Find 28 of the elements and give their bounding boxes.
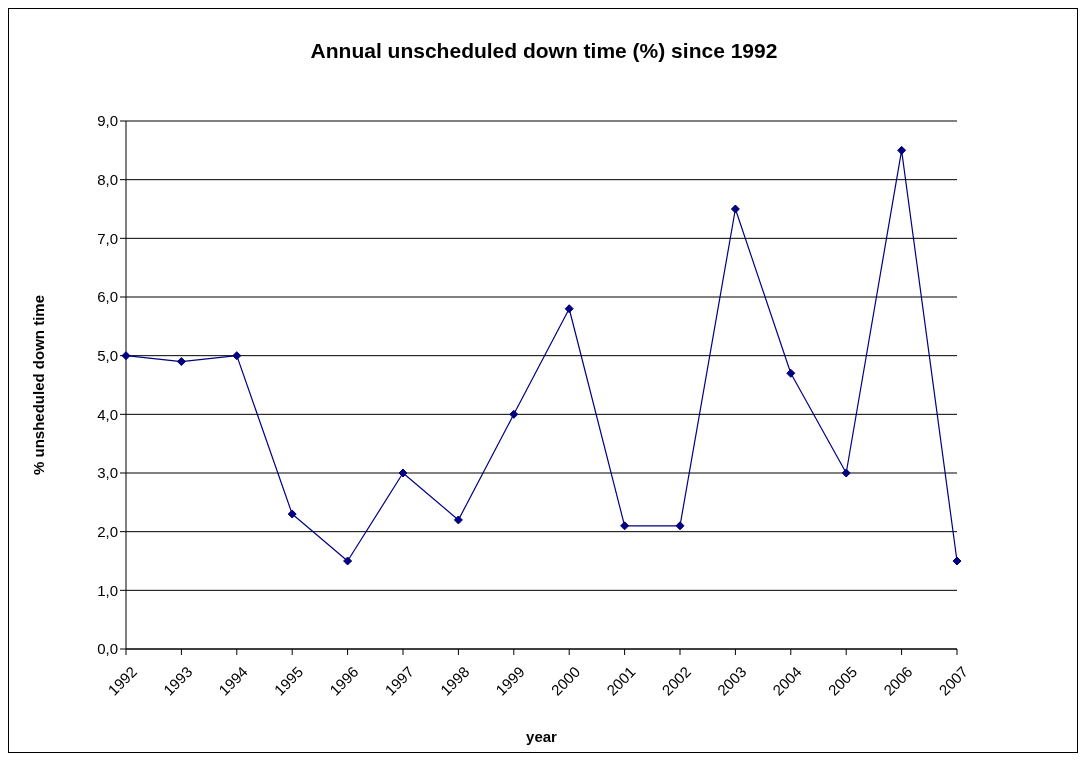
point xyxy=(453,515,463,525)
point xyxy=(564,304,574,314)
y-axis-title: % unsheduled down time xyxy=(30,294,48,476)
point xyxy=(675,521,685,531)
point xyxy=(897,145,907,155)
y-tick-label: 0,0 xyxy=(97,640,118,658)
point xyxy=(287,509,297,519)
y-tick-label: 9,0 xyxy=(97,112,118,130)
y-tick-label: 2,0 xyxy=(97,522,118,540)
point xyxy=(952,556,962,566)
point xyxy=(786,368,796,378)
point xyxy=(730,204,740,214)
point xyxy=(620,521,630,531)
y-tick-label: 7,0 xyxy=(97,229,118,247)
point xyxy=(343,556,353,566)
point xyxy=(509,409,519,419)
point xyxy=(176,357,186,367)
y-tick-label: 5,0 xyxy=(97,346,118,364)
y-tick-label: 1,0 xyxy=(97,581,118,599)
chart-title: Annual unscheduled down time (%) since 1992 xyxy=(309,39,779,63)
point xyxy=(398,468,408,478)
y-tick-label: 4,0 xyxy=(97,405,118,423)
x-axis-title: year xyxy=(526,728,558,745)
y-tick-label: 6,0 xyxy=(97,288,118,306)
y-tick-label: 3,0 xyxy=(97,464,118,482)
point xyxy=(232,351,242,361)
point xyxy=(841,468,851,478)
y-tick-label: 8,0 xyxy=(97,170,118,188)
